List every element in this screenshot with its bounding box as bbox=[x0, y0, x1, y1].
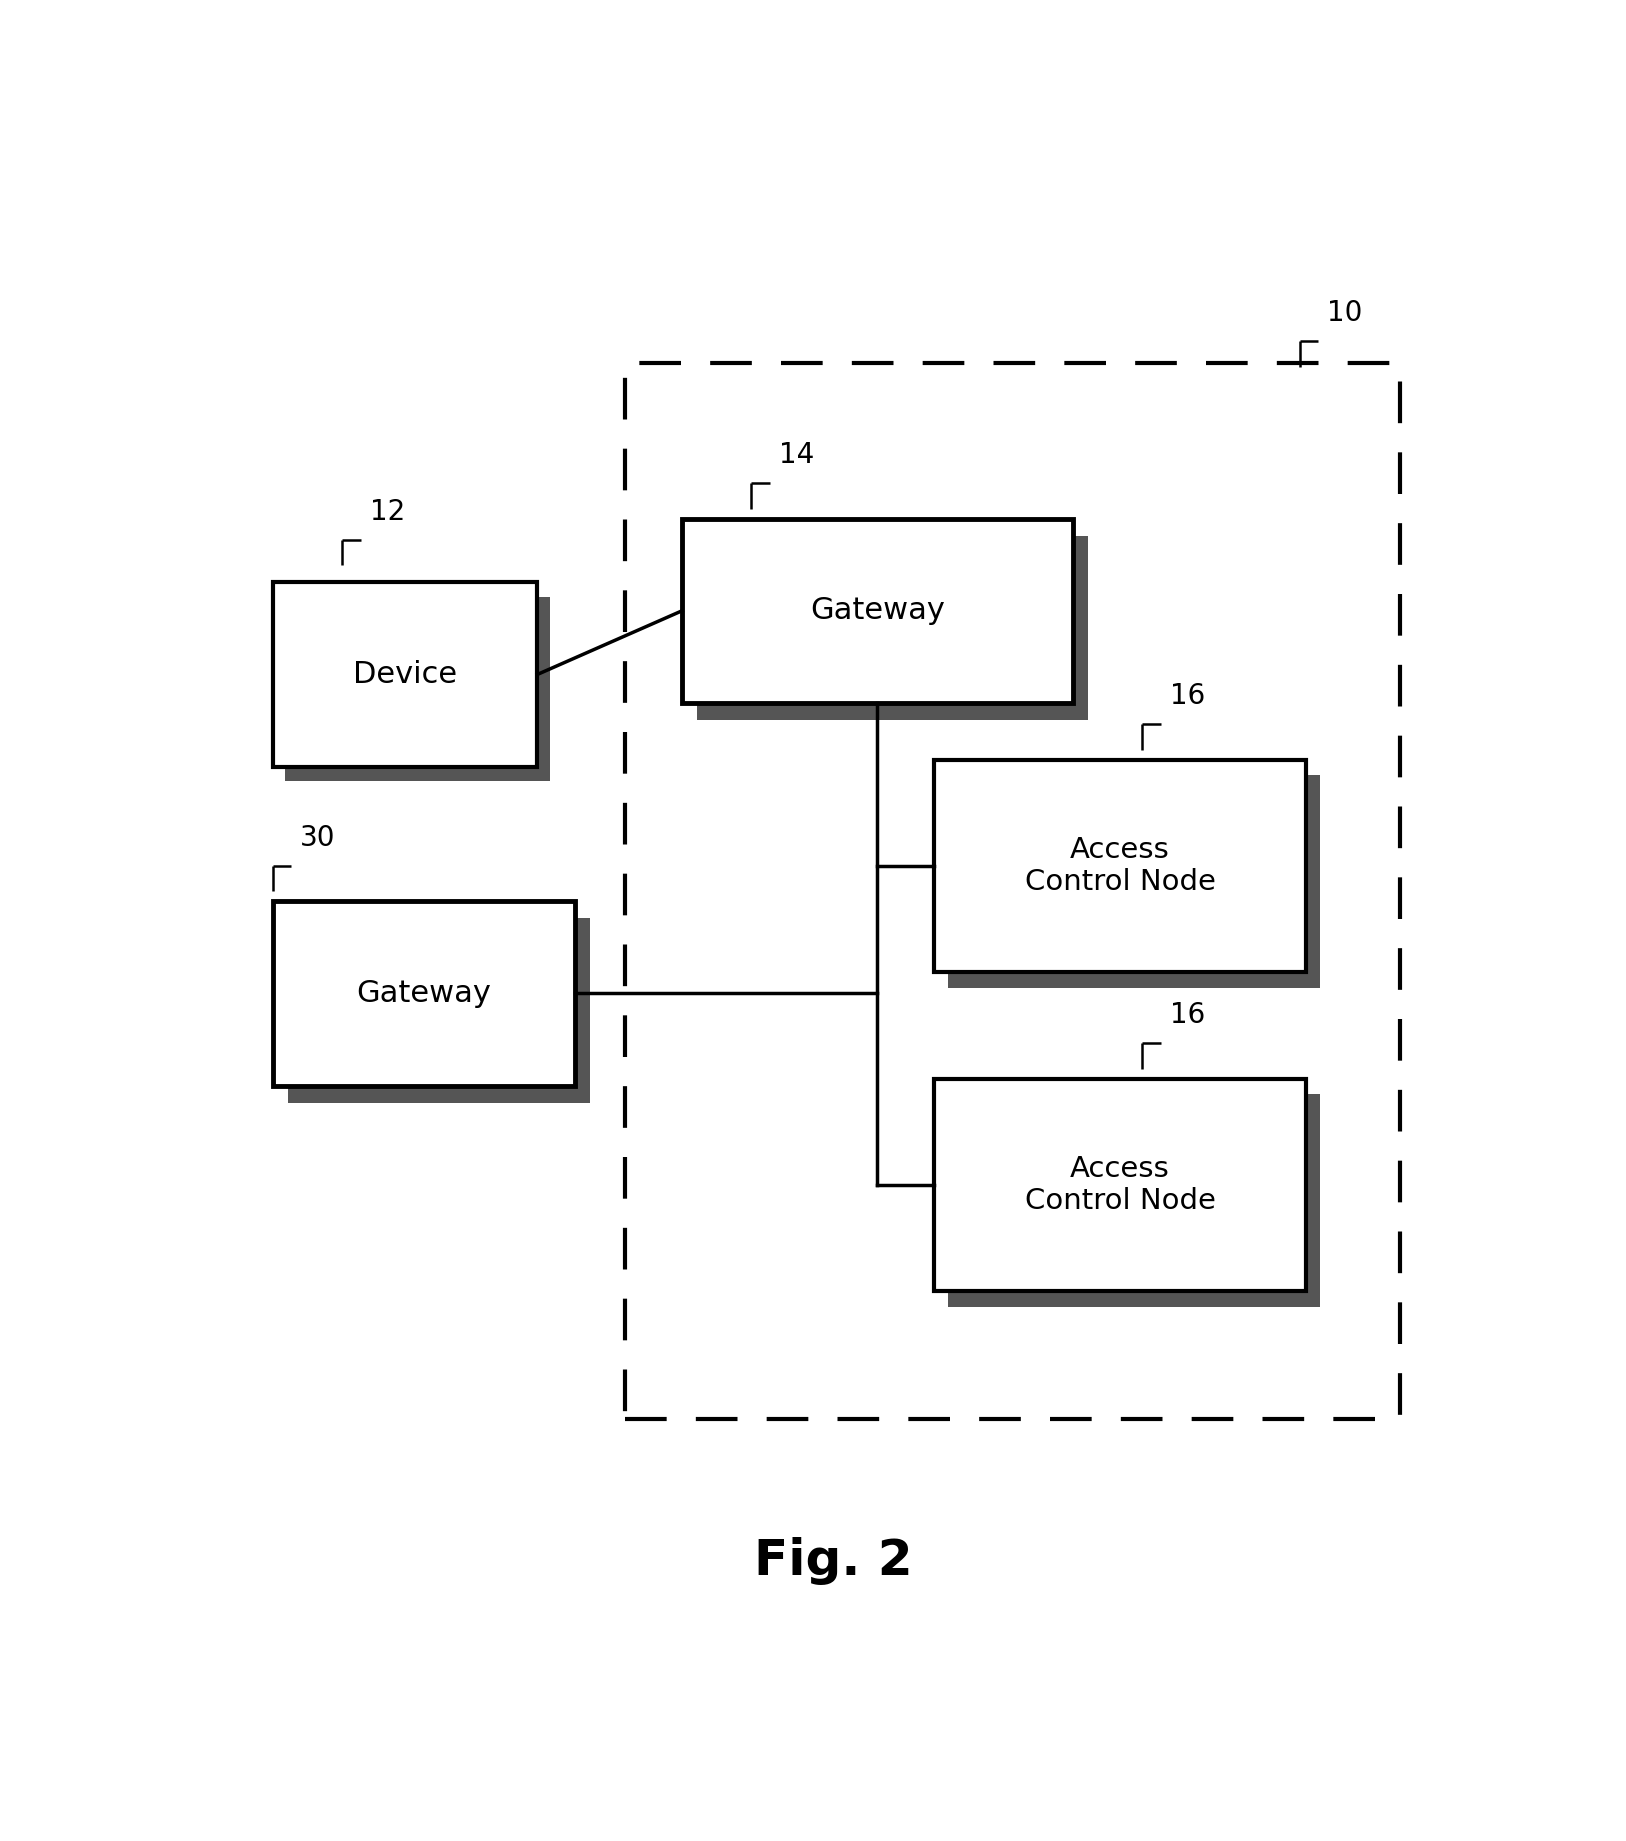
Text: Access
Control Node: Access Control Node bbox=[1024, 1154, 1216, 1215]
Bar bbox=[626, 363, 1400, 1419]
Bar bbox=[273, 582, 537, 766]
Text: Gateway: Gateway bbox=[810, 596, 945, 626]
Bar bbox=[683, 519, 1073, 703]
Bar bbox=[948, 775, 1320, 989]
Text: 12: 12 bbox=[369, 497, 405, 527]
Text: 10: 10 bbox=[1327, 300, 1363, 328]
Bar bbox=[285, 596, 550, 781]
Bar bbox=[273, 902, 576, 1086]
Text: Fig. 2: Fig. 2 bbox=[754, 1537, 912, 1585]
Text: Gateway: Gateway bbox=[356, 979, 491, 1009]
Text: 14: 14 bbox=[779, 442, 815, 469]
Bar bbox=[933, 1079, 1306, 1291]
Bar bbox=[288, 919, 590, 1103]
Bar bbox=[933, 760, 1306, 972]
Text: 16: 16 bbox=[1169, 681, 1205, 711]
Bar bbox=[948, 1094, 1320, 1307]
Bar bbox=[698, 536, 1088, 720]
Text: Device: Device bbox=[353, 661, 457, 689]
Text: Access
Control Node: Access Control Node bbox=[1024, 836, 1216, 897]
Text: 30: 30 bbox=[301, 823, 337, 852]
Text: 16: 16 bbox=[1169, 1002, 1205, 1029]
